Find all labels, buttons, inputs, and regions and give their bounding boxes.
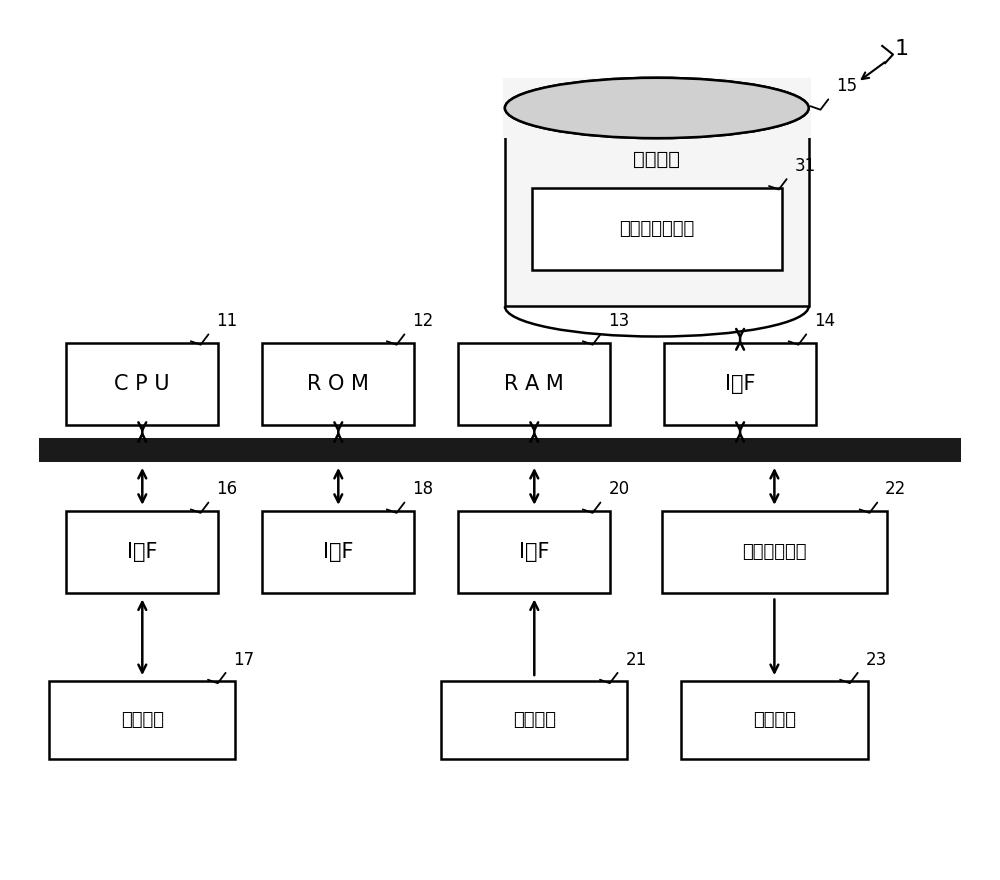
Text: 16: 16	[216, 480, 237, 498]
Bar	[458, 511, 610, 593]
Text: R O M: R O M	[307, 374, 369, 394]
Bar	[458, 343, 610, 425]
Text: 22: 22	[885, 480, 906, 498]
Bar	[441, 681, 627, 759]
Text: 图像处理电路: 图像处理电路	[742, 543, 807, 561]
Text: 18: 18	[412, 480, 433, 498]
Bar	[262, 343, 414, 425]
Text: 12: 12	[412, 312, 434, 330]
Text: 13: 13	[608, 312, 630, 330]
Text: 显示装置: 显示装置	[753, 711, 796, 730]
Text: 23: 23	[866, 650, 887, 669]
Bar	[664, 343, 816, 425]
Text: 15: 15	[836, 77, 857, 95]
Bar	[66, 511, 218, 593]
Text: 通信装置: 通信装置	[121, 711, 164, 730]
Bar	[49, 681, 235, 759]
Text: 输入装置: 输入装置	[513, 711, 556, 730]
Bar	[66, 343, 218, 425]
Text: 17: 17	[233, 650, 255, 669]
Text: 20: 20	[608, 480, 629, 498]
Bar	[262, 511, 414, 593]
Bar	[681, 681, 868, 759]
Text: I／F: I／F	[323, 542, 354, 562]
Text: I／F: I／F	[519, 542, 550, 562]
Text: R A M: R A M	[504, 374, 564, 394]
Text: 21: 21	[625, 650, 647, 669]
Text: 14: 14	[814, 312, 835, 330]
Bar	[662, 511, 887, 593]
Ellipse shape	[505, 77, 809, 138]
Text: 11: 11	[216, 312, 238, 330]
Text: 31: 31	[794, 157, 816, 175]
Ellipse shape	[505, 77, 809, 138]
Bar	[532, 187, 782, 269]
Bar	[39, 438, 961, 462]
Text: C P U: C P U	[114, 374, 170, 394]
Bar	[505, 108, 809, 306]
Text: I／F: I／F	[127, 542, 158, 562]
Text: 1: 1	[895, 39, 909, 59]
Bar	[503, 77, 811, 138]
Text: 存储装置: 存储装置	[633, 150, 680, 169]
Text: 一次性认证程序: 一次性认证程序	[619, 220, 694, 238]
Text: I／F: I／F	[725, 374, 755, 394]
